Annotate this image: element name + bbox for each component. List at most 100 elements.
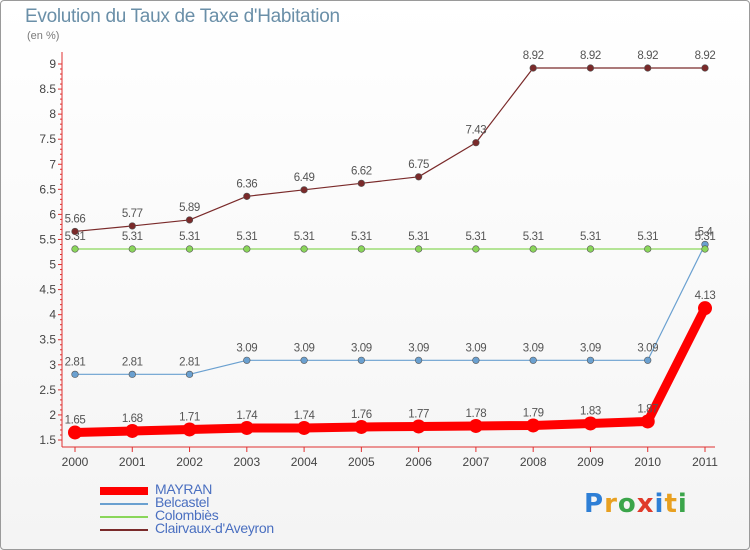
- data-point: [644, 64, 652, 72]
- data-point: [529, 245, 537, 253]
- data-point: [71, 370, 79, 378]
- data-label: 7.43: [466, 125, 487, 137]
- y-tick-label: 4.5: [39, 283, 56, 297]
- x-tick-label: 2005: [348, 455, 375, 469]
- y-tick-label: 9: [49, 57, 56, 71]
- series-mayran: 1.65 1.68 1.71 1.74 1.74 1.76 1.77 1.78 1.79 1.83…: [65, 290, 716, 440]
- chart-unit: (en %): [27, 30, 60, 42]
- data-point: [529, 64, 537, 72]
- data-label: 8.92: [580, 50, 601, 62]
- logo-letter: i: [677, 489, 688, 519]
- data-label: 8.92: [637, 50, 658, 62]
- data-label: 5.31: [408, 231, 429, 243]
- data-point: [357, 356, 365, 364]
- data-label: 8.92: [695, 50, 716, 62]
- data-point: [586, 356, 595, 364]
- data-point: [357, 179, 365, 187]
- series-line: [74, 243, 706, 375]
- data-point: [182, 422, 197, 437]
- data-point: [185, 216, 194, 224]
- data-label: 2.81: [65, 356, 86, 368]
- series-line: [70, 303, 710, 437]
- data-label: 2.81: [179, 356, 200, 368]
- data-point: [243, 245, 251, 253]
- data-label: 1.76: [351, 409, 372, 421]
- data-label: 1.78: [466, 408, 487, 420]
- legend-label: MAYRAN: [155, 481, 213, 497]
- data-label: 3.09: [408, 342, 429, 354]
- y-tick-label: 3: [49, 358, 56, 372]
- data-label: 5.31: [695, 231, 716, 243]
- x-tick-label: 2010: [634, 455, 661, 469]
- data-point: [239, 420, 254, 435]
- data-label: 1.74: [236, 410, 258, 422]
- y-tick-label: 1.5: [39, 433, 56, 447]
- y-tick-label: 4: [49, 308, 56, 322]
- data-point: [583, 416, 598, 431]
- data-label: 5.31: [466, 231, 487, 243]
- proxiti-logo: Proxiti: [584, 489, 688, 519]
- logo-letter: x: [636, 489, 655, 519]
- series-line: [74, 67, 706, 233]
- data-label: 1.65: [65, 414, 86, 426]
- y-tick-label: 5: [49, 258, 56, 272]
- series-belcastel: 2.81 2.81 2.81 3.09 3.09 3.09 3.09 3.09 3.09 3.09…: [65, 226, 714, 378]
- data-point: [640, 414, 655, 429]
- data-point: [472, 356, 480, 364]
- data-point: [698, 301, 712, 316]
- line-chart: 1.5 2 2.5 3 3.5 4 4.5 5 5.5 6 6.5 7 7.5 8 8.5 9 2000 2001…: [39, 50, 718, 469]
- legend-label: Colombiès: [155, 507, 219, 523]
- x-tick-label: 2011: [692, 455, 718, 469]
- legend-swatch: [100, 529, 148, 531]
- data-point: [243, 356, 251, 364]
- data-point: [128, 222, 136, 230]
- data-label: 1.83: [580, 405, 601, 417]
- data-label: 1.77: [408, 408, 429, 420]
- data-point: [185, 370, 194, 378]
- data-label: 5.31: [236, 231, 257, 243]
- x-tick-label: 2001: [119, 455, 146, 469]
- series-colombi-s: 5.31 5.31 5.31 5.31 5.31 5.31 5.31 5.31 5.31 5.31…: [65, 231, 716, 253]
- chart-title: Evolution du Taux de Taxe d'Habitation: [25, 6, 340, 27]
- x-tick-label: 2007: [463, 455, 490, 469]
- logo-letter: r: [604, 489, 618, 519]
- data-label: 1.79: [523, 407, 544, 419]
- data-label: 4.13: [695, 290, 716, 302]
- data-point: [468, 418, 483, 433]
- logo-letter: t: [664, 489, 678, 519]
- data-point: [644, 245, 652, 253]
- y-tick-label: 2: [49, 408, 56, 422]
- data-point: [300, 186, 308, 194]
- y-tick-label: 8: [49, 107, 56, 121]
- x-tick-label: 2009: [577, 455, 604, 469]
- data-label: 5.89: [179, 202, 200, 214]
- data-label: 6.49: [294, 172, 315, 184]
- data-point: [415, 245, 423, 253]
- data-label: 5.31: [637, 231, 658, 243]
- x-tick-label: 2006: [405, 455, 432, 469]
- data-point: [701, 64, 709, 72]
- data-point: [71, 227, 79, 236]
- data-point: [357, 245, 365, 253]
- data-point: [128, 370, 136, 378]
- data-label: 6.62: [351, 165, 372, 177]
- data-point: [354, 419, 369, 434]
- data-point: [415, 356, 423, 364]
- data-label: 5.31: [179, 231, 200, 243]
- data-label: 1.87: [637, 403, 658, 415]
- data-label: 1.71: [179, 411, 200, 423]
- data-label: 3.09: [466, 342, 487, 354]
- y-tick-label: 8.5: [39, 82, 56, 96]
- data-label: 5.31: [65, 231, 86, 243]
- data-point: [300, 245, 308, 253]
- data-point: [586, 64, 595, 72]
- data-point: [472, 139, 480, 147]
- data-point: [71, 245, 79, 253]
- data-point: [411, 419, 426, 434]
- logo-letter: o: [617, 489, 637, 519]
- data-label: 5.66: [65, 213, 86, 225]
- data-label: 3.09: [236, 342, 257, 354]
- logo-letter: P: [584, 489, 605, 519]
- data-label: 5.31: [580, 231, 601, 243]
- legend-swatch: [100, 503, 148, 505]
